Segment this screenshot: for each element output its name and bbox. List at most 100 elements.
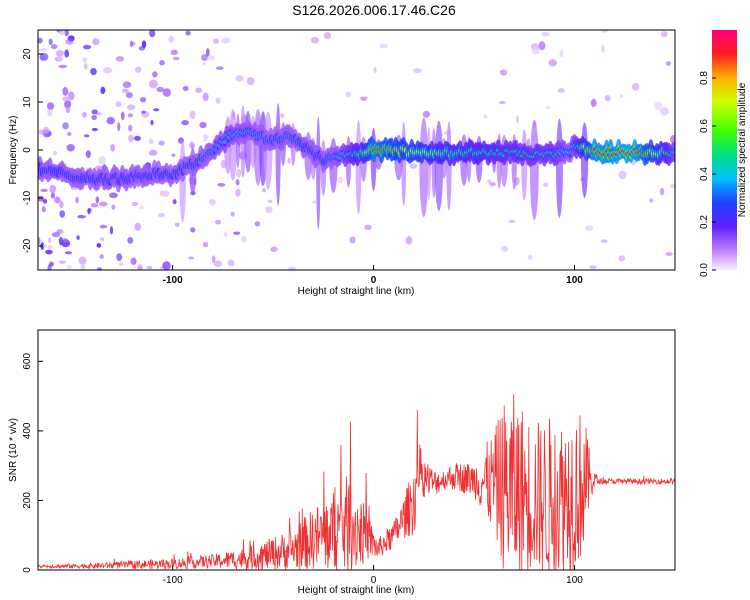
heatmap-cell (508, 219, 516, 224)
heatmap-cell (77, 215, 86, 219)
heatmap-cell (161, 190, 170, 198)
heatmap-cell (121, 88, 129, 93)
heatmap-cell (106, 116, 115, 125)
heatmap-cell (589, 265, 597, 270)
heatmap-cell (58, 260, 67, 264)
snr-y-axis-label: SNR (10 * v/v) (8, 418, 19, 482)
heatmap-cell (235, 188, 241, 197)
heatmap-cell (90, 203, 99, 208)
colorbar: 0.0 0.2 0.4 0.6 0.8 Normalized spectral ampl… (699, 30, 748, 277)
y-tick-label: -10 (22, 190, 33, 205)
heatmap-cell (529, 119, 539, 220)
heatmap-cell (205, 48, 210, 57)
heatmap-cell (168, 35, 174, 43)
heatmap-cell (50, 192, 56, 199)
heatmap-cell (116, 253, 123, 262)
heatmap-cell (58, 30, 66, 36)
y-tick-label: 0 (22, 567, 33, 573)
heatmap-cell (541, 31, 550, 37)
heatmap-cell (211, 255, 216, 264)
colorbar-ticks: 0.0 0.2 0.4 0.6 0.8 (699, 71, 716, 277)
heatmap-cell (235, 179, 240, 186)
heatmap-cell (232, 231, 241, 235)
heatmap-cell (487, 178, 491, 184)
heatmap-cell (631, 82, 640, 91)
y-tick-label: 400 (22, 422, 33, 439)
heatmap-cell (483, 114, 488, 119)
heatmap-cell (131, 201, 139, 206)
heatmap-cell (38, 236, 41, 246)
heatmap-cell (148, 138, 154, 145)
heatmap-cell (241, 235, 247, 243)
heatmap-cell (128, 124, 133, 132)
x-tick-label: 100 (566, 575, 583, 586)
heatmap-cell (82, 111, 87, 118)
heatmap-cell (58, 64, 68, 69)
chart-title: S126.2026.006.17.46.C26 (292, 2, 456, 18)
heatmap-cell (62, 86, 69, 96)
heatmap-cell (64, 49, 70, 58)
heatmap-cell (548, 59, 558, 67)
heatmap-cell (148, 79, 158, 89)
heatmap-x-axis: -100 0 100 (163, 265, 583, 286)
heatmap-cell (100, 86, 106, 95)
heatmap-cell (162, 88, 171, 97)
heatmap-cell (373, 67, 377, 74)
heatmap-cell (146, 265, 153, 270)
x-tick-label: 100 (566, 275, 583, 286)
heatmap-cell (82, 57, 88, 63)
heatmap-cell (83, 63, 88, 70)
heatmap-cell (262, 188, 266, 193)
heatmap-cell (203, 133, 208, 142)
heatmap-cell (91, 127, 98, 132)
heatmap-cell (152, 71, 158, 78)
heatmap-cell (91, 109, 98, 115)
heatmap-cell (90, 67, 97, 76)
heatmap-cell (660, 31, 668, 38)
heatmap-cell (221, 37, 231, 44)
heatmap-cell (99, 237, 105, 241)
heatmap-cell (159, 60, 165, 66)
heatmap-marks (38, 30, 675, 270)
heatmap-cell (316, 116, 321, 230)
heatmap-cell (40, 188, 48, 193)
heatmap-cell (185, 30, 191, 36)
colorbar-tick-label: 0.6 (699, 119, 710, 133)
heatmap-cell (528, 254, 533, 260)
heatmap-cell (65, 38, 74, 45)
x-tick-label: -100 (163, 575, 183, 586)
snr-y-axis: 0 200 400 600 (22, 353, 43, 573)
heatmap-cell (83, 134, 90, 138)
heatmap-cell (66, 143, 75, 152)
x-tick-label: 0 (371, 275, 377, 286)
heatmap-cell (287, 157, 291, 164)
heatmap-cell (115, 56, 125, 62)
heatmap-cell (103, 66, 113, 74)
heatmap-cell (559, 50, 564, 58)
heatmap-cell (189, 110, 196, 120)
heatmap-cell (54, 56, 63, 62)
heatmap-cell (265, 205, 273, 214)
heatmap-cell (41, 206, 46, 213)
heatmap-cell (601, 44, 605, 53)
heatmap-cell (405, 235, 413, 245)
heatmap-cell (499, 69, 508, 76)
heatmap-cell (98, 201, 108, 207)
heatmap-cell (91, 114, 98, 121)
heatmap-cell (360, 96, 368, 101)
heatmap-cell (188, 256, 195, 260)
heatmap-cell (669, 134, 675, 144)
heatmap-cell (246, 77, 255, 86)
heatmap-cell (127, 104, 136, 111)
heatmap-cell (42, 198, 48, 204)
heatmap-cell (153, 108, 160, 112)
y-tick-label: 0 (22, 147, 33, 153)
heatmap-cell (95, 196, 100, 204)
heatmap-cell (223, 231, 228, 237)
heatmap-cell (174, 222, 180, 227)
heatmap-cell (182, 85, 189, 91)
heatmap-cell (125, 92, 133, 99)
heatmap-cell (236, 168, 242, 178)
heatmap-cell (323, 31, 332, 40)
heatmap-cell (38, 48, 48, 52)
